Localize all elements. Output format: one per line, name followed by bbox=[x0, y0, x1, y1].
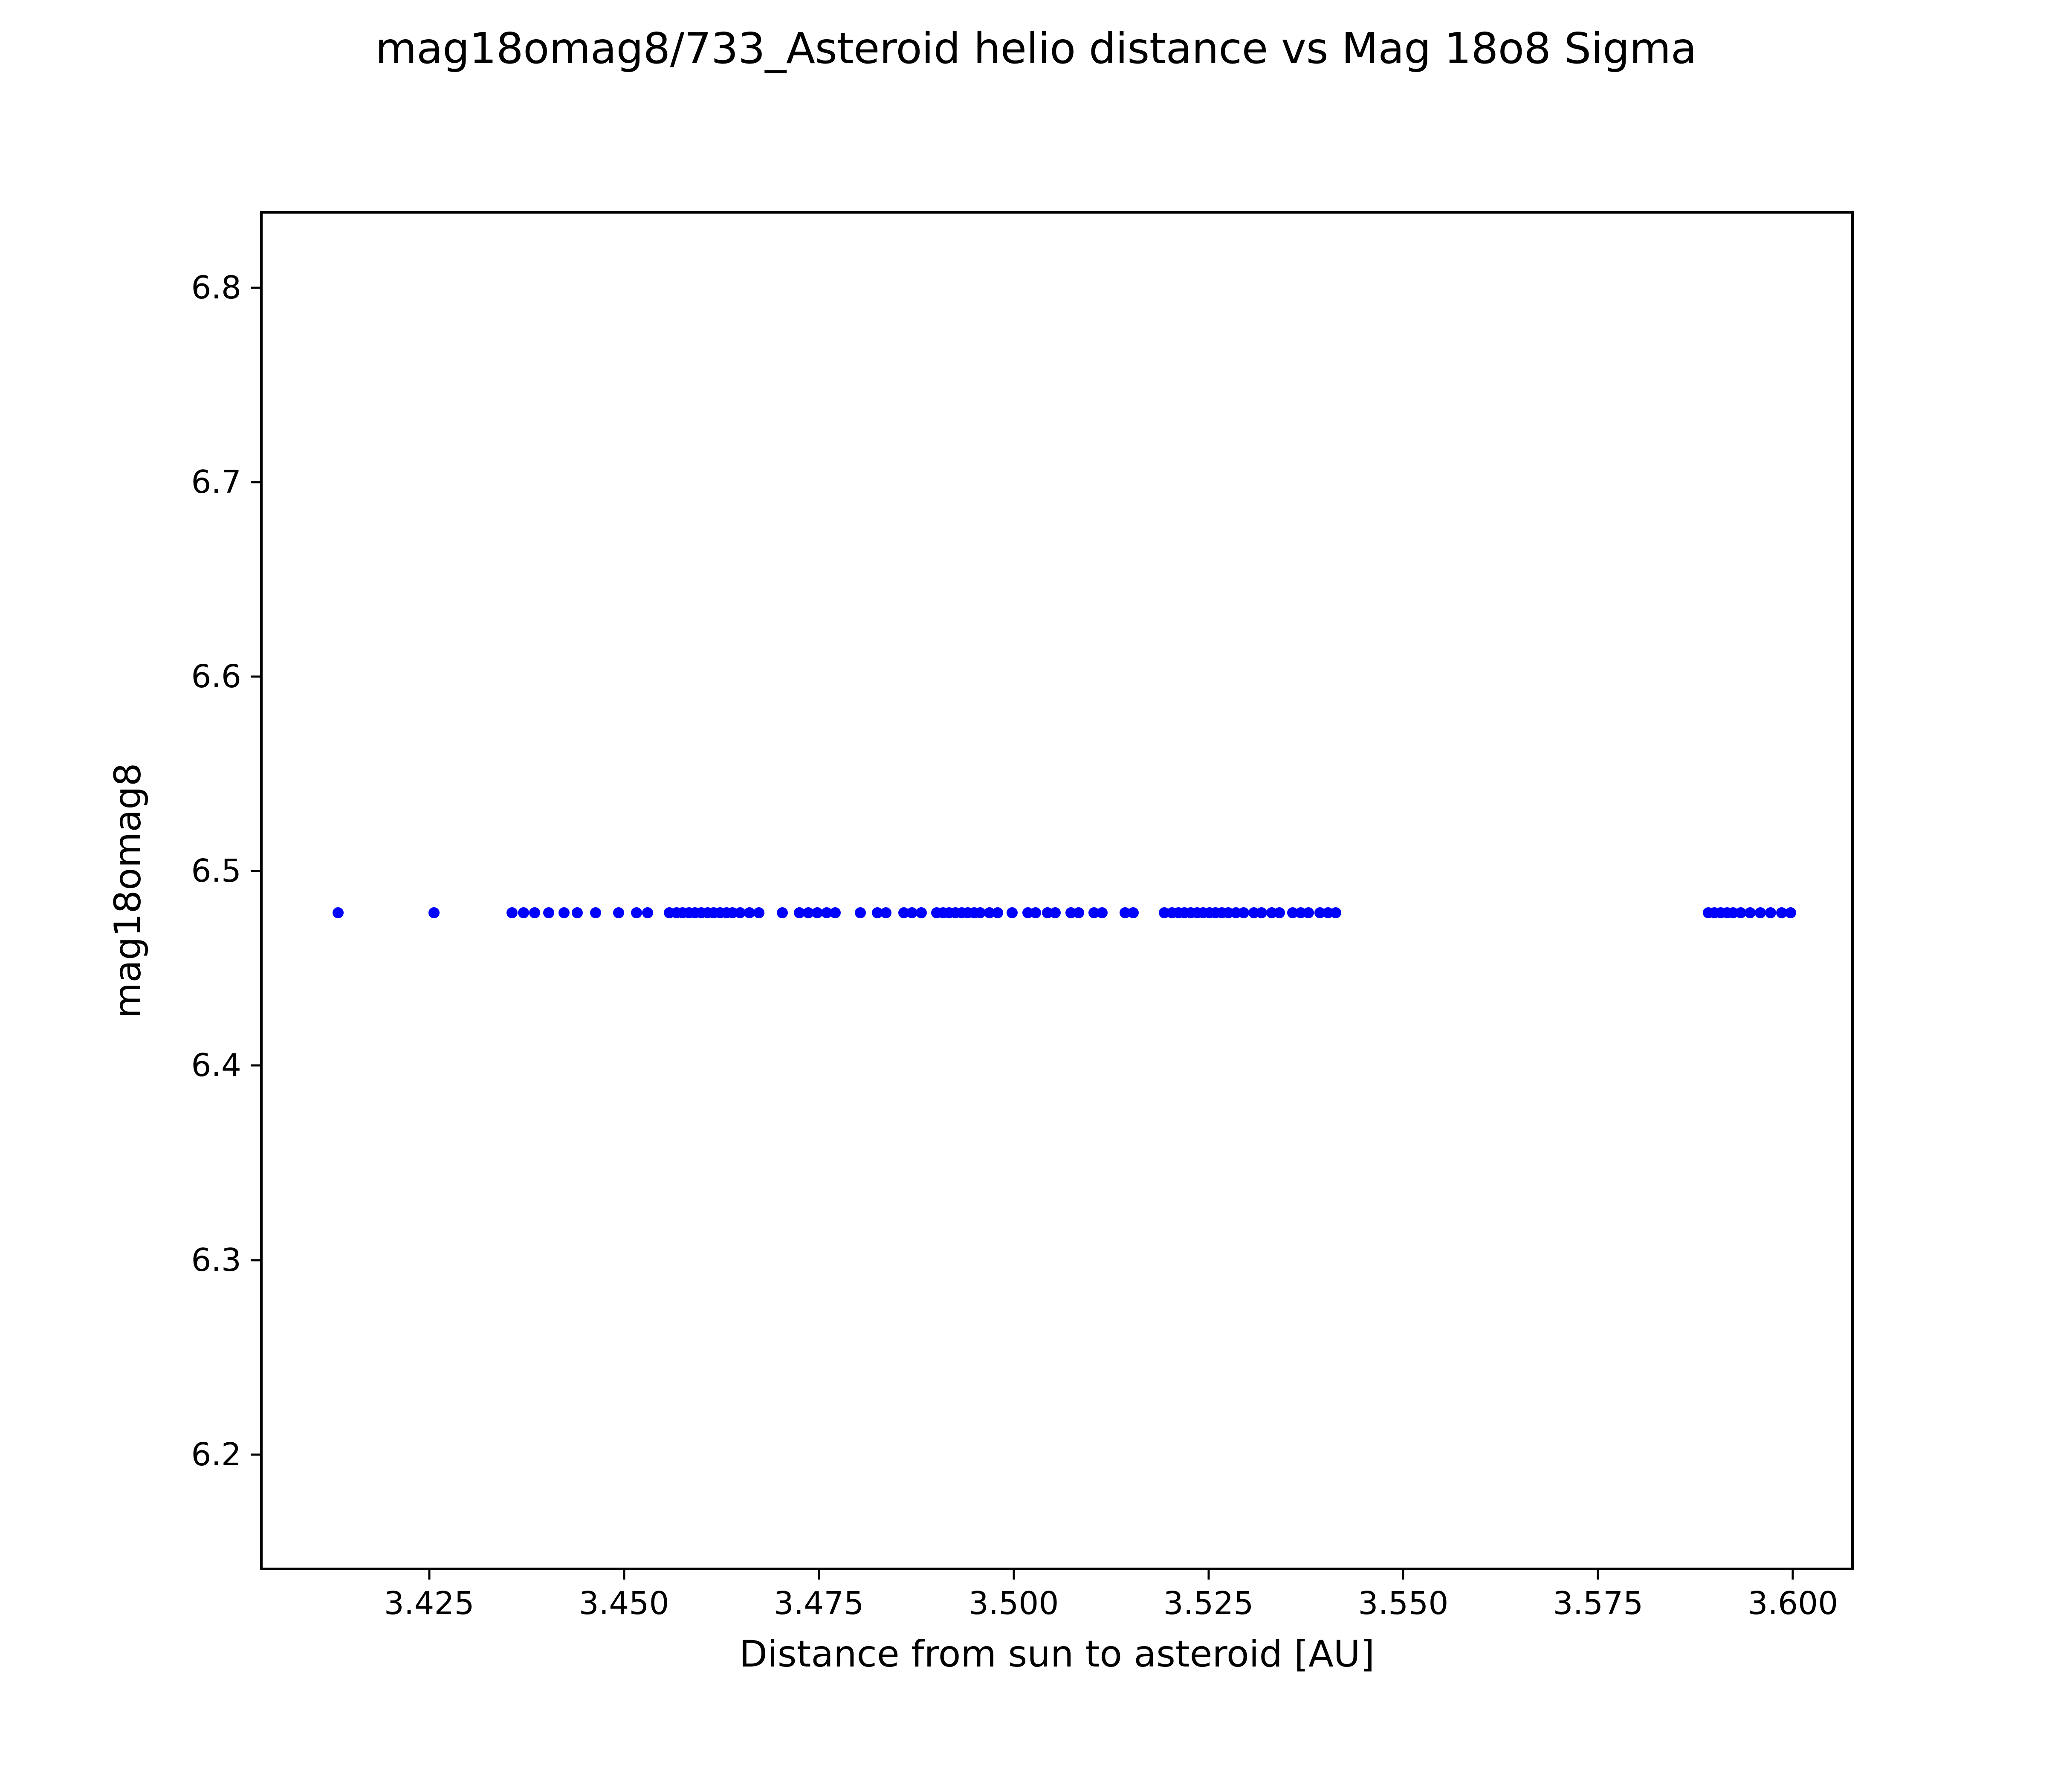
data-point bbox=[572, 907, 583, 918]
data-point bbox=[812, 907, 823, 918]
y-tick-mark bbox=[251, 1259, 260, 1262]
x-tick-mark bbox=[1402, 1570, 1404, 1580]
y-tick-label: 6.8 bbox=[191, 269, 241, 307]
data-point bbox=[543, 907, 554, 918]
x-tick-label: 3.525 bbox=[1163, 1585, 1254, 1622]
data-point bbox=[906, 907, 917, 918]
x-tick-mark bbox=[1791, 1570, 1794, 1580]
y-tick-mark bbox=[251, 1453, 260, 1456]
plot-axes bbox=[260, 211, 1854, 1570]
data-point bbox=[1755, 907, 1766, 918]
y-tick-label: 6.4 bbox=[191, 1047, 241, 1084]
data-point bbox=[735, 907, 746, 918]
data-point bbox=[830, 907, 841, 918]
data-point bbox=[590, 907, 601, 918]
data-point bbox=[1049, 907, 1061, 918]
x-tick-label: 3.575 bbox=[1553, 1585, 1644, 1622]
data-point bbox=[1007, 907, 1018, 918]
x-axis-label: Distance from sun to asteroid [AU] bbox=[739, 1633, 1375, 1675]
data-point bbox=[1303, 907, 1314, 918]
y-tick-label: 6.6 bbox=[191, 658, 241, 695]
data-point bbox=[613, 907, 625, 918]
x-tick-mark bbox=[818, 1570, 820, 1580]
y-tick-label: 6.3 bbox=[191, 1241, 241, 1279]
x-tick-label: 3.500 bbox=[968, 1585, 1059, 1622]
data-point bbox=[1030, 907, 1042, 918]
x-tick-label: 3.450 bbox=[579, 1585, 669, 1622]
data-point bbox=[506, 907, 518, 918]
data-point bbox=[1735, 907, 1747, 918]
data-point bbox=[1127, 907, 1139, 918]
x-tick-mark bbox=[1013, 1570, 1015, 1580]
x-tick-label: 3.425 bbox=[384, 1585, 475, 1622]
x-tick-label: 3.600 bbox=[1748, 1585, 1838, 1622]
y-axis-label: mag18omag8 bbox=[107, 763, 149, 1018]
data-point bbox=[428, 907, 440, 918]
data-point bbox=[1073, 907, 1084, 918]
y-tick-mark bbox=[251, 870, 260, 872]
y-tick-label: 6.2 bbox=[191, 1436, 241, 1473]
data-point bbox=[1745, 907, 1756, 918]
data-point bbox=[1765, 907, 1776, 918]
data-point bbox=[777, 907, 788, 918]
data-point bbox=[1330, 907, 1341, 918]
data-point bbox=[631, 907, 642, 918]
data-point bbox=[744, 907, 755, 918]
y-tick-label: 6.7 bbox=[191, 464, 241, 501]
y-tick-mark bbox=[251, 675, 260, 678]
y-tick-mark bbox=[251, 286, 260, 289]
data-point bbox=[975, 907, 986, 918]
data-point bbox=[333, 907, 344, 918]
data-point bbox=[1776, 907, 1787, 918]
data-point bbox=[1096, 907, 1108, 918]
page-title: mag18omag8/733_Asteroid helio distance v… bbox=[375, 23, 1697, 73]
data-point bbox=[1785, 907, 1797, 918]
x-tick-mark bbox=[428, 1570, 431, 1580]
data-point bbox=[1274, 907, 1285, 918]
x-tick-mark bbox=[1207, 1570, 1210, 1580]
data-point bbox=[915, 907, 927, 918]
data-point bbox=[518, 907, 530, 918]
x-tick-mark bbox=[623, 1570, 625, 1580]
data-point bbox=[992, 907, 1003, 918]
y-tick-label: 6.5 bbox=[191, 853, 241, 890]
data-point bbox=[559, 907, 570, 918]
data-point bbox=[753, 907, 765, 918]
data-point bbox=[1238, 907, 1250, 918]
scatter-plot-area bbox=[263, 214, 1851, 1568]
data-point bbox=[802, 907, 814, 918]
x-tick-mark bbox=[1597, 1570, 1599, 1580]
x-tick-label: 3.475 bbox=[773, 1585, 864, 1622]
data-point bbox=[642, 907, 653, 918]
data-point bbox=[529, 907, 540, 918]
y-tick-mark bbox=[251, 1064, 260, 1067]
data-point bbox=[854, 907, 866, 918]
y-tick-mark bbox=[251, 481, 260, 483]
x-tick-label: 3.550 bbox=[1358, 1585, 1449, 1622]
data-point bbox=[1256, 907, 1268, 918]
data-point bbox=[880, 907, 892, 918]
